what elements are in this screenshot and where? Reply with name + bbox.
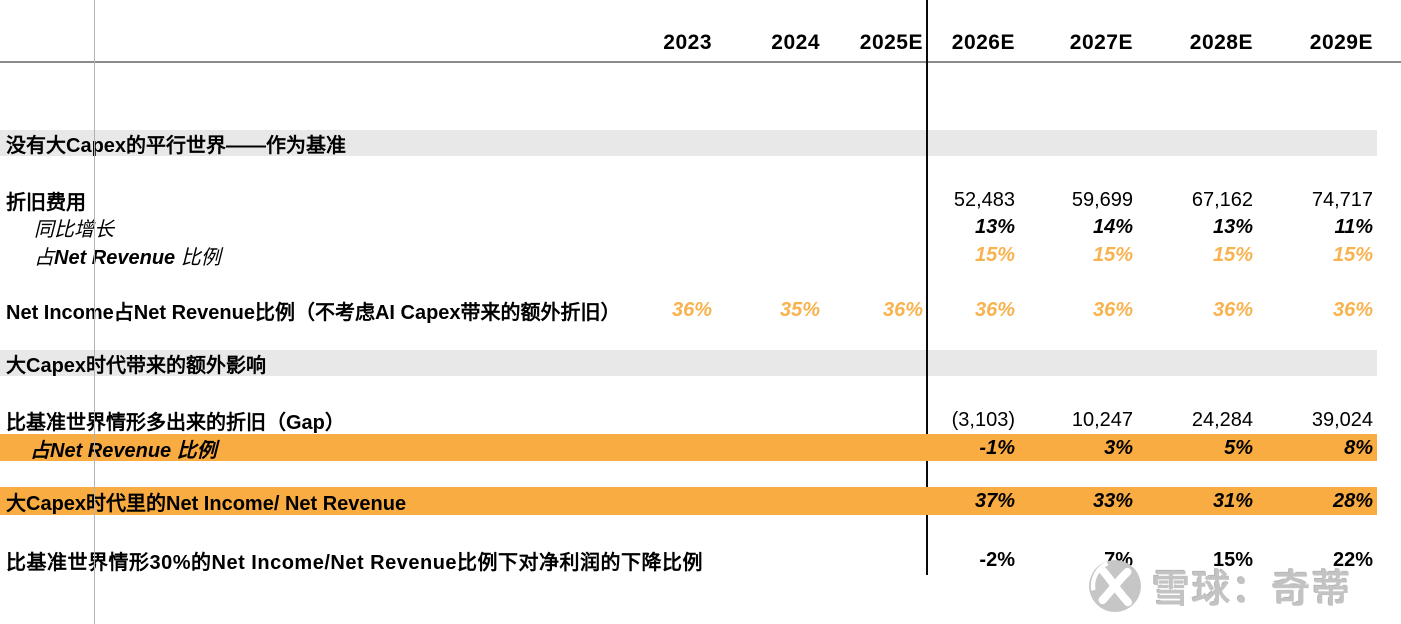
cell-value: 13% (1212, 216, 1253, 238)
label-part: 占 (30, 440, 50, 462)
cell-value: 22% (1332, 549, 1373, 571)
row-label: 折旧费用 (6, 192, 86, 214)
section-title: 大Capex时代带来的额外影响 (6, 354, 267, 377)
table-row-pct-net-revenue: 占Net Revenue 比例 15% 15% 15% 15% (0, 241, 1373, 269)
cell-value: 35% (779, 299, 820, 321)
xueqiu-watermark: 雪球：奇蒂 (1088, 558, 1352, 613)
year-header: 2023 (663, 31, 712, 54)
cell-value: 3% (1104, 437, 1133, 459)
header-underline (0, 61, 1401, 63)
section-header-capex-era: 大Capex时代带来的额外影响 (0, 350, 1377, 377)
table-row-gap-pct-net-revenue: 占Net Revenue 比例 -1% 3% 5% 8% (0, 434, 1373, 463)
table-row-net-income-pct: Net Income占Net Revenue比例（不考虑AI Capex带来的额… (0, 296, 1373, 324)
cell-value: 11% (1334, 216, 1373, 238)
label-part: 比例 (171, 440, 217, 462)
row-label: 比基准世界情形多出来的折旧（Gap） (6, 412, 345, 434)
cell-value: 15% (974, 244, 1015, 266)
row-label: 占Net Revenue 比例 (0, 241, 630, 270)
table-row-capex-net-income: 大Capex时代里的Net Income/ Net Revenue 37% 33… (0, 487, 1373, 515)
row-label: 占Net Revenue 比例 (0, 434, 630, 463)
section-title: 没有大Capex的平行世界——作为基准 (6, 134, 347, 157)
label-part: 比例 (175, 247, 221, 269)
cell-value: 28% (1332, 490, 1373, 512)
row-label: 大Capex时代里的Net Income/ Net Revenue (6, 493, 407, 515)
cell-value: 36% (1332, 299, 1373, 321)
highlight-band (0, 434, 1377, 461)
label-part: Net Revenue (50, 440, 172, 462)
cell-value: 67,162 (1191, 189, 1253, 211)
cell-value: 15% (1212, 244, 1253, 266)
cell-value: 36% (1092, 299, 1133, 321)
cell-value: 74,717 (1311, 189, 1373, 211)
cell-value: 15% (1212, 549, 1253, 571)
year-header-row: 2023 2024 2025E 2026E 2027E 2028E 2029E (0, 28, 1373, 58)
year-header: 2025E (859, 31, 923, 54)
cell-value: 5% (1224, 437, 1253, 459)
cell-value: 13% (974, 216, 1015, 238)
cell-value: 36% (1212, 299, 1253, 321)
year-header: 2027E (1069, 31, 1133, 54)
cell-value: -2% (979, 549, 1015, 571)
cell-value: 14% (1092, 216, 1133, 238)
row-label: Net Income占Net Revenue比例（不考虑AI Capex带来的额… (6, 302, 621, 324)
cell-value: (3,103) (951, 409, 1015, 431)
table-row-net-profit-decline: 比基准世界情形30%的Net Income/Net Revenue比例下对净利润… (0, 546, 1373, 574)
year-header: 2026E (951, 31, 1015, 54)
cell-value: 39,024 (1311, 409, 1373, 431)
cell-value: 52,483 (953, 189, 1015, 211)
table-row-yoy-growth: 同比增长 13% 14% 13% 11% (0, 213, 1373, 241)
cell-value: 10,247 (1071, 409, 1133, 431)
label-part: Net Revenue (54, 247, 176, 269)
table-row-depreciation-gap: 比基准世界情形多出来的折旧（Gap） (3,103) 10,247 24,284… (0, 406, 1373, 434)
label-part: 占 (34, 247, 54, 269)
cell-value: 31% (1212, 490, 1253, 512)
cell-value: 36% (882, 299, 923, 321)
actual-vs-estimate-divider (926, 0, 928, 575)
cell-value: 33% (1092, 490, 1133, 512)
year-header: 2024 (771, 31, 820, 54)
cell-value: -1% (979, 437, 1015, 459)
cell-value: 15% (1332, 244, 1373, 266)
cell-value: 36% (671, 299, 712, 321)
highlight-band (0, 487, 1377, 515)
xueqiu-logo-icon (1089, 559, 1141, 612)
cell-value: 15% (1092, 244, 1133, 266)
section-header-baseline: 没有大Capex的平行世界——作为基准 (0, 130, 1377, 157)
column-gridline (94, 0, 95, 624)
cell-value: 36% (974, 299, 1015, 321)
table-row-depreciation: 折旧费用 52,483 59,699 67,162 74,717 (0, 186, 1373, 214)
cell-value: 24,284 (1191, 409, 1253, 431)
year-header: 2028E (1189, 31, 1253, 54)
watermark-text: 雪球：奇蒂 (1152, 569, 1353, 611)
year-header: 2029E (1309, 31, 1373, 54)
row-label: 比基准世界情形30%的Net Income/Net Revenue比例下对净利润… (6, 552, 704, 574)
cell-value: 8% (1344, 437, 1373, 459)
cell-value: 37% (974, 490, 1015, 512)
cell-value: 59,699 (1071, 189, 1133, 211)
